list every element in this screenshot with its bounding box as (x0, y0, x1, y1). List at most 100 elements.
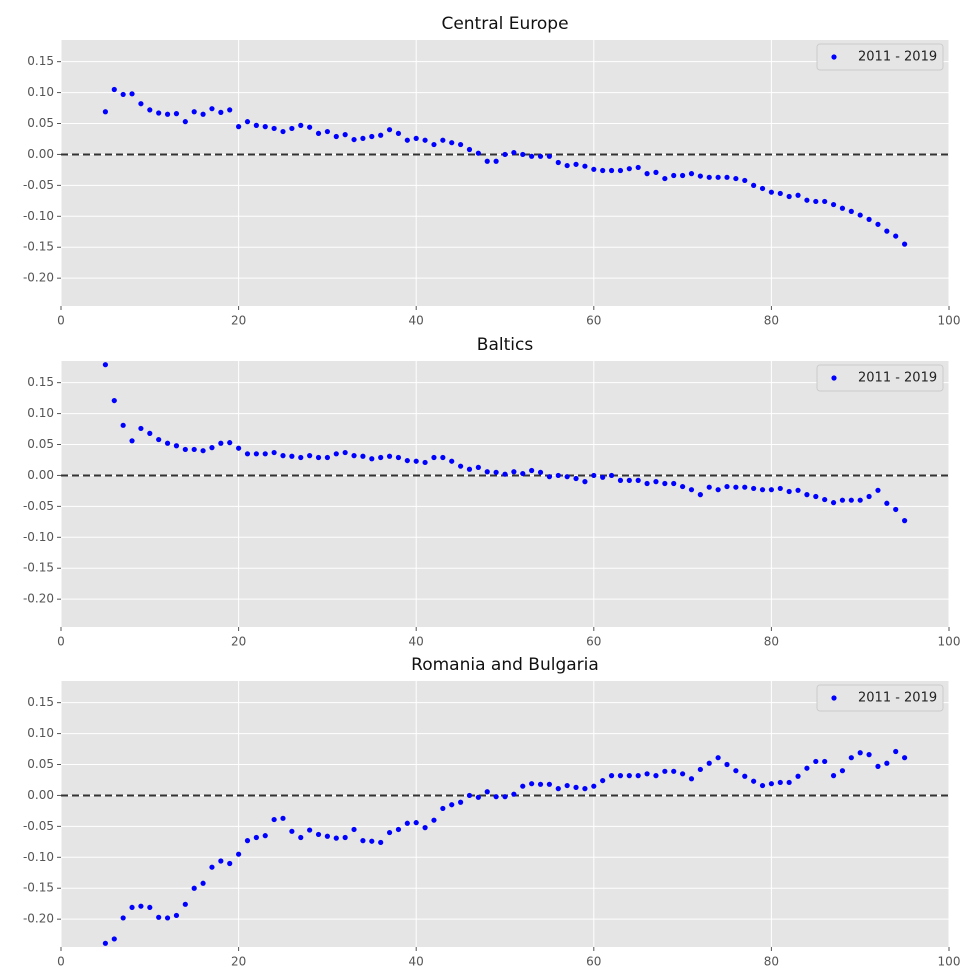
point (786, 779, 792, 786)
legend-label: 2011 - 2019 (858, 691, 937, 706)
point (191, 885, 197, 891)
x-tick-label: 60 (586, 314, 601, 328)
point (289, 453, 295, 459)
y-tick-label: -0.20 (23, 912, 54, 926)
point (582, 163, 588, 169)
point (413, 458, 419, 464)
x-tick-label: 100 (938, 955, 961, 968)
point (617, 167, 624, 174)
point (555, 786, 561, 792)
point (386, 453, 393, 459)
point (511, 469, 517, 475)
point (182, 446, 188, 453)
y-tick-label: 0.00 (27, 788, 54, 802)
point (582, 479, 588, 485)
point (458, 463, 464, 469)
point (555, 472, 561, 479)
point (120, 915, 126, 921)
point (138, 903, 144, 909)
point (688, 171, 695, 177)
point (369, 838, 375, 844)
point (653, 479, 659, 485)
point (742, 177, 748, 184)
point (191, 446, 197, 453)
point (253, 122, 259, 128)
point (262, 451, 268, 457)
point (129, 904, 135, 911)
point (715, 755, 721, 761)
point (644, 771, 650, 777)
point (822, 198, 828, 205)
point (875, 487, 881, 493)
point (546, 153, 553, 159)
point (733, 484, 739, 490)
point (173, 111, 180, 117)
point (369, 133, 375, 140)
point (324, 454, 330, 461)
plot-area (61, 40, 949, 306)
point (156, 436, 162, 443)
chart-title: Romania and Bulgaria (411, 655, 599, 675)
point (333, 133, 339, 140)
point (813, 493, 819, 500)
legend-marker (831, 375, 837, 381)
point (839, 768, 846, 774)
x-tick-label: 80 (764, 635, 779, 649)
point (813, 198, 819, 205)
x-tick-label: 0 (57, 635, 65, 649)
point (138, 425, 144, 432)
point (209, 445, 215, 451)
x-tick-label: 100 (938, 314, 961, 328)
point (830, 500, 837, 506)
point (520, 470, 526, 477)
point (307, 124, 313, 130)
legend-box (816, 684, 944, 712)
point (573, 475, 579, 482)
point (102, 109, 108, 115)
point (608, 167, 615, 174)
point (848, 208, 854, 214)
point (759, 782, 766, 789)
point (680, 771, 686, 777)
y-tick-label: -0.15 (23, 881, 54, 895)
point (768, 487, 775, 493)
point (458, 799, 464, 805)
point (546, 474, 553, 480)
point (200, 111, 206, 117)
point (493, 469, 499, 475)
y-tick-label: 0.05 (27, 757, 54, 771)
point (591, 472, 597, 479)
point (520, 151, 526, 158)
point (697, 173, 703, 179)
point (111, 397, 117, 404)
point (884, 228, 890, 234)
point (440, 137, 446, 143)
point (227, 440, 233, 446)
point (706, 760, 712, 766)
legend-box (816, 43, 944, 71)
point (804, 492, 810, 498)
point (777, 485, 783, 492)
point (120, 422, 126, 428)
y-tick-label: -0.15 (23, 561, 54, 575)
y-tick-label: 0.00 (27, 468, 54, 482)
point (218, 858, 224, 864)
point (386, 829, 393, 836)
x-tick-label: 40 (409, 314, 424, 328)
point (164, 111, 171, 117)
y-tick-label: 0.05 (27, 437, 54, 451)
point (537, 153, 544, 159)
chart-title: Baltics (477, 335, 534, 355)
point (298, 454, 304, 461)
point (253, 834, 259, 841)
plot-area (61, 681, 949, 947)
point (271, 125, 277, 132)
x-tick-label: 80 (764, 314, 779, 328)
point (733, 768, 739, 774)
point (182, 119, 188, 125)
point (315, 831, 322, 838)
point (351, 453, 357, 459)
point (280, 128, 286, 135)
point (120, 91, 126, 98)
